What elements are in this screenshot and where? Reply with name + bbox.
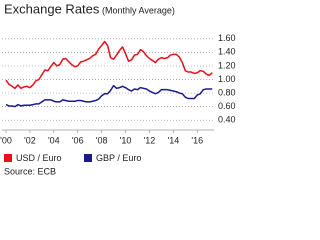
page: {"chart_data": {"type": "line", "title":… [0,1,236,177]
y-tick-label: 1.40 [218,47,236,57]
x-tick-label: '00 [0,135,12,145]
data-line [5,40,213,90]
x-tick-label: '16 [191,135,203,145]
source: Source: ECB [4,166,56,176]
y-tick-label: 1.20 [218,60,236,70]
y-tick-label: 1.00 [218,74,236,84]
y-tick-label: 0.60 [218,101,236,111]
x-tick-label: '02 [24,135,36,145]
y-tick-label: 1.60 [218,33,236,43]
chart-subtitle: (Monthly Average) [102,5,175,15]
chart-title: Exchange Rates [4,1,100,16]
y-tick-label: 0.80 [218,87,236,97]
x-tick-label: '08 [96,135,108,145]
legend-label: GBP / Euro [96,153,141,163]
legend-label: USD / Euro [16,153,62,163]
x-tick-label: '12 [144,135,156,145]
legend-swatch [84,154,92,162]
x-tick-label: '14 [167,135,179,145]
y-tick-label: 0.40 [218,115,236,125]
x-tick-label: '04 [48,135,60,145]
data-line [5,84,213,108]
x-tick-label: '06 [72,135,84,145]
legend-swatch [4,154,12,162]
chart: Exchange Rates (Monthly Average) Source:… [0,1,236,176]
x-tick-label: '10 [120,135,132,145]
